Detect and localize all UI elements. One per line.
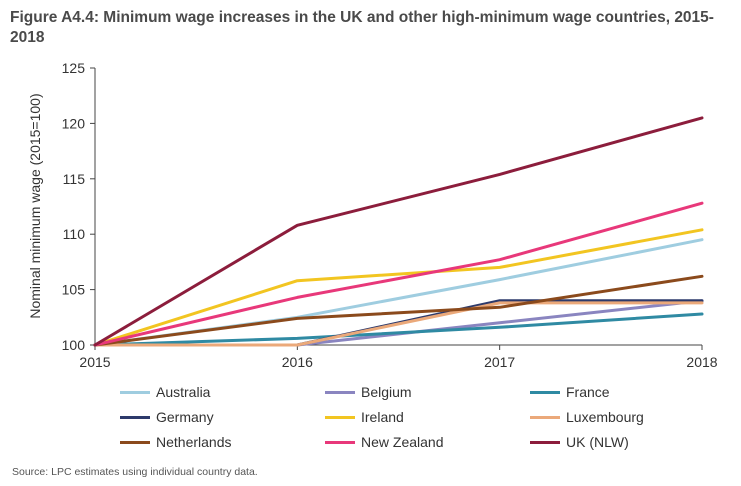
legend-label: Belgium [361,384,412,400]
legend-label: Ireland [361,409,404,425]
legend-swatch [325,390,355,394]
legend-label: Australia [156,384,211,400]
y-tick-label: 100 [62,337,86,353]
legend-item: Belgium [325,382,412,402]
legend-swatch [325,440,355,444]
legend-label: New Zealand [361,434,444,450]
legend-swatch [530,440,560,444]
y-tick-label: 115 [63,171,86,187]
series-line-luxembourg [93,301,704,347]
legend-label: Netherlands [156,434,232,450]
legend-swatch [530,390,560,394]
legend-swatch [120,415,150,419]
series-line-netherlands [93,274,704,347]
legend-item: France [530,382,610,402]
y-axis: 100 105 110 115 120 125 [62,60,96,353]
series-lines [93,116,704,347]
legend-item: Germany [120,407,214,427]
legend-item: New Zealand [325,432,444,452]
legend-swatch [530,415,560,419]
chart-title: Figure A4.4: Minimum wage increases in t… [10,9,714,46]
series-line-ireland [93,228,704,347]
legend-swatch [120,440,150,444]
series-line-new-zealand [93,201,704,347]
y-axis-label: Nominal minimum wage (2015=100) [27,93,43,318]
x-tick-label: 2015 [79,354,110,370]
legend-item: Luxembourg [530,407,644,427]
legend-label: UK (NLW) [566,434,629,450]
legend-item: Ireland [325,407,404,427]
legend-label: Germany [156,409,214,425]
x-axis: 2015 2016 2017 2018 [79,344,718,370]
x-tick-label: 2016 [282,354,313,370]
y-tick-label: 120 [62,115,86,131]
y-tick-label: 110 [63,226,86,242]
x-tick-label: 2018 [686,354,717,370]
y-tick-label: 125 [62,60,86,76]
legend-swatch [120,390,150,394]
legend-item: Netherlands [120,432,232,452]
series-line-france [93,312,704,347]
legend-label: Luxembourg [566,409,644,425]
y-tick-label: 105 [62,282,86,298]
legend-item: Australia [120,382,210,402]
legend-label: France [566,384,610,400]
source-note: Source: LPC estimates using individual c… [12,466,258,478]
series-line-uk-nlw [93,116,704,347]
x-tick-label: 2017 [484,354,515,370]
legend-item: UK (NLW) [530,432,629,452]
legend-swatch [325,415,355,419]
